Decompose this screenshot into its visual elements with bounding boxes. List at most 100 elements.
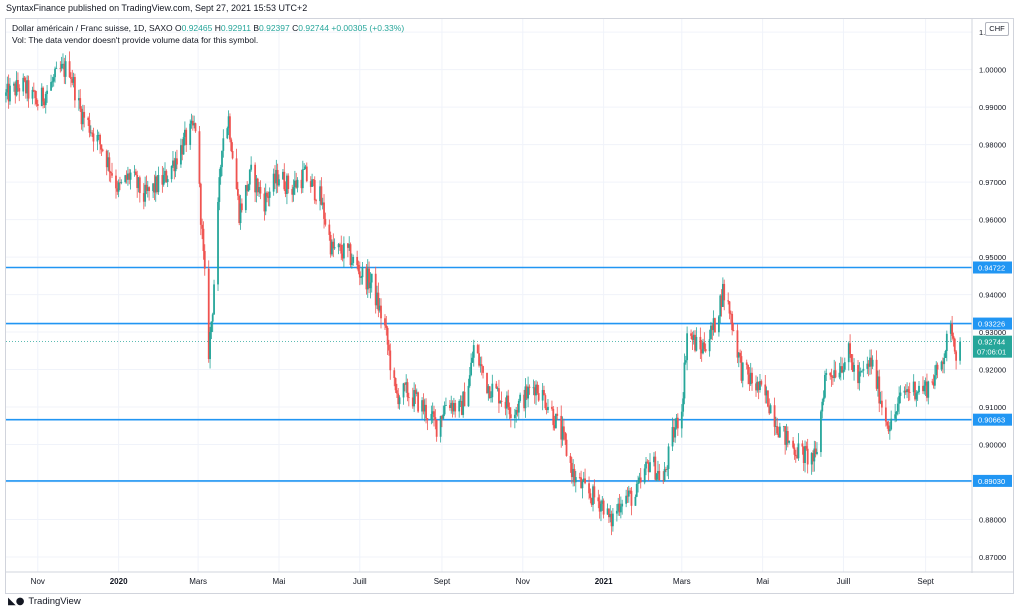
candle-body [176,158,178,165]
candle-body [831,376,834,378]
candle-body [463,391,466,407]
candle-body [700,349,703,354]
candle-body [100,144,103,150]
candle-body [460,400,463,415]
candle-body [193,123,196,126]
candle-body [629,490,632,492]
candle-body [406,382,409,398]
candle-body [667,446,670,469]
candle-body [443,405,446,415]
candle-body [116,188,119,192]
candle-body [129,172,132,180]
candle-body [647,462,650,473]
candle-body [92,133,95,142]
candle-body [639,477,642,483]
time-tick-label: Mars [673,577,691,586]
candle-body [87,117,90,120]
candle-body [125,175,128,180]
candle-body [561,426,564,440]
candle-body [172,160,174,166]
price-tick-label: 0.92000 [979,366,1006,375]
candle-body [222,138,225,151]
candle-body [562,426,565,433]
candle-body [498,388,500,404]
candle-body [574,477,577,483]
candle-body [547,406,549,411]
tradingview-logo-icon[interactable]: ◣● [8,596,25,607]
candle-body [105,150,108,168]
candle-body [393,370,396,378]
candle-body [472,345,475,358]
candle-body [470,362,473,376]
candle-body [127,173,129,180]
candle-body [867,363,870,367]
candle-body [402,383,405,398]
candle-body [582,478,585,482]
candle-body [756,381,759,391]
candle-body [301,169,304,189]
candle-body [649,462,651,473]
candle-body [137,177,140,189]
candle-body [368,268,370,289]
candle-body [912,381,915,393]
candle-body [55,67,58,69]
candle-body [600,503,602,512]
candle-body [482,366,484,373]
candle-body [674,427,677,438]
candle-body [592,486,594,505]
candle-body [358,271,361,278]
candle-body [421,400,423,412]
candle-body [309,181,312,187]
candle-body [117,182,120,192]
candle-body [144,184,147,202]
candle-body [152,183,154,192]
candle-body [880,400,883,408]
level-price-label: 0.90663 [978,416,1005,425]
candle-body [702,342,704,354]
candle-body [226,128,229,139]
candle-body [71,78,74,83]
candle-body [459,400,462,402]
candle-body [665,469,667,470]
candle-body [324,218,327,225]
candle-body [398,397,401,405]
candle-body [927,381,930,398]
candle-body [422,400,425,412]
price-tick-label: 1.00000 [979,66,1006,75]
brand-name[interactable]: TradingView [28,596,81,607]
candle-body [369,282,372,289]
level-price-label: 0.89030 [978,477,1005,486]
candle-body [480,364,483,367]
candle-body [941,361,944,365]
candle-body [282,171,284,180]
candle-body [292,187,295,195]
candle-body [24,80,27,94]
candle-body [857,365,859,384]
candle-body [890,418,893,430]
candle-body [759,381,761,391]
candle-body [108,157,111,172]
candle-body [115,175,117,189]
currency-button[interactable]: CHF [985,22,1009,36]
candle-body [199,183,202,225]
candle-body [254,164,257,193]
candle-body [411,397,414,407]
candle-body [267,196,270,198]
candle-body [332,241,335,249]
candle-body [590,498,593,505]
candle-body [774,426,777,427]
candle-body [414,390,417,394]
candle-body [523,394,526,409]
candle-body [349,244,352,265]
candle-body [26,80,29,94]
candle-body [736,330,739,358]
candle-body [877,376,879,389]
price-tick-label: 0.88000 [979,516,1006,525]
candle-body [52,77,55,82]
price-tick-label: 0.99000 [979,103,1006,112]
candle-body [952,335,955,339]
candle-body [111,173,113,176]
candle-body [824,374,826,398]
candle-body [611,513,614,527]
